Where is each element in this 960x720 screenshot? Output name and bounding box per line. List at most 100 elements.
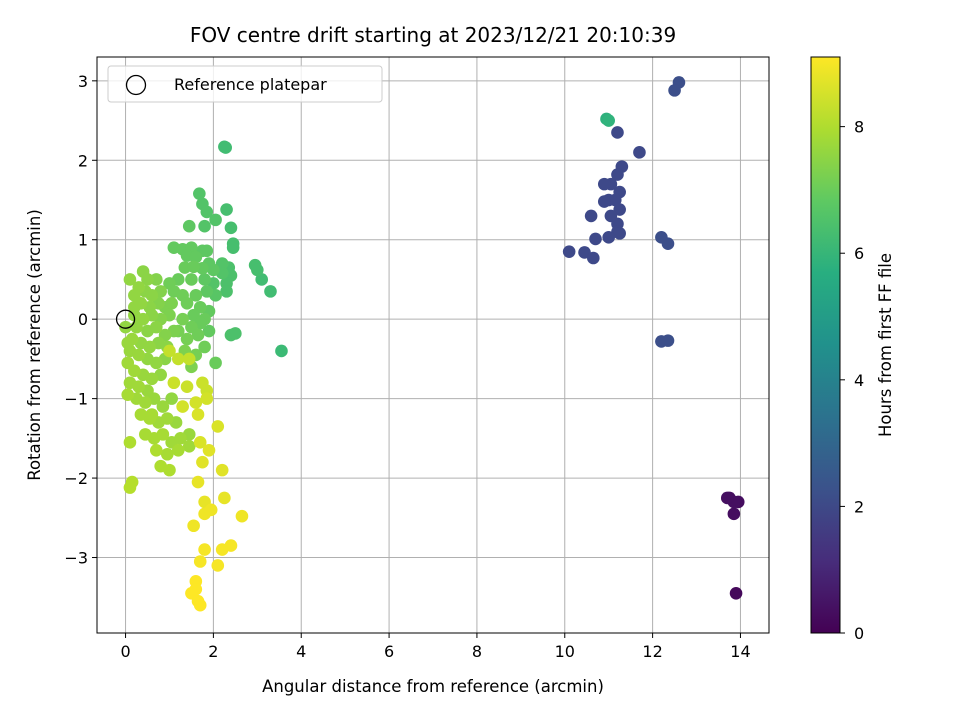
data-point — [139, 396, 152, 409]
y-tick-label: −1 — [64, 390, 88, 409]
data-points — [119, 76, 745, 612]
data-point — [119, 320, 132, 334]
data-point — [597, 177, 611, 191]
data-point — [123, 436, 137, 449]
data-point — [193, 598, 207, 612]
legend-box — [107, 65, 383, 103]
data-point — [209, 356, 222, 370]
x-tick-label: 4 — [296, 642, 306, 661]
data-point — [589, 232, 602, 246]
data-point — [202, 443, 216, 457]
data-point — [587, 251, 600, 265]
data-point — [149, 356, 163, 370]
data-point — [180, 332, 194, 346]
data-point — [264, 285, 277, 298]
data-point — [143, 340, 157, 354]
data-point — [165, 296, 178, 310]
data-point — [655, 231, 668, 244]
legend-entry-reference: Reference platepar — [174, 75, 327, 94]
y-tick-label: 3 — [78, 72, 88, 91]
data-point — [218, 491, 231, 505]
data-point — [193, 436, 207, 449]
data-point — [727, 507, 741, 521]
y-tick-label: 0 — [78, 310, 88, 329]
data-point — [182, 439, 196, 453]
data-point — [180, 296, 194, 310]
data-point — [130, 320, 143, 334]
data-point — [160, 412, 174, 425]
data-point — [255, 273, 269, 286]
colorbar-tick-label: 8 — [854, 118, 864, 137]
colorbar-tick-label: 2 — [854, 497, 864, 516]
x-axis-ticks: 0 2 4 6 8 10 12 14 — [120, 633, 751, 661]
data-point — [224, 221, 238, 235]
data-point — [200, 285, 214, 298]
y-tick-label: −3 — [64, 549, 88, 568]
x-tick-label: 0 — [120, 642, 130, 661]
data-point — [123, 273, 137, 286]
data-point — [193, 187, 206, 200]
data-point — [202, 324, 216, 338]
data-point — [121, 336, 135, 350]
data-point — [156, 428, 170, 441]
data-point — [185, 273, 198, 286]
data-point — [123, 481, 137, 494]
colorbar-ticks: 0 2 4 6 8 — [840, 118, 864, 643]
x-tick-label: 6 — [384, 642, 394, 661]
data-point — [145, 372, 159, 386]
data-point — [187, 519, 200, 533]
x-tick-label: 8 — [472, 642, 482, 661]
data-point — [209, 213, 222, 227]
data-point — [191, 475, 205, 489]
colorbar-label: Hours from first FF file — [876, 253, 895, 437]
data-point — [141, 273, 154, 286]
data-point — [211, 420, 225, 433]
reference-platepar-marker — [115, 309, 136, 329]
data-point — [668, 84, 681, 97]
data-point — [171, 443, 185, 457]
data-point — [219, 141, 232, 154]
data-point — [193, 555, 207, 568]
data-point — [171, 352, 185, 366]
x-tick-label: 12 — [642, 642, 662, 661]
data-point — [602, 114, 615, 127]
data-point — [215, 463, 229, 477]
data-point — [613, 227, 626, 240]
data-point — [167, 376, 181, 390]
data-point — [275, 344, 288, 358]
data-point — [145, 289, 159, 302]
data-point — [200, 244, 214, 258]
data-point — [165, 392, 178, 405]
data-point — [613, 203, 626, 216]
data-point — [198, 340, 211, 354]
data-point — [163, 463, 176, 477]
colorbar: 0 2 4 6 8 Hours from first FF file — [810, 56, 895, 643]
data-point — [611, 126, 624, 139]
data-point — [235, 509, 249, 523]
colorbar-gradient — [810, 56, 841, 634]
data-point — [163, 344, 176, 358]
data-point — [121, 388, 135, 401]
y-tick-label: 1 — [78, 231, 88, 250]
data-point — [149, 443, 163, 457]
data-point — [220, 285, 233, 298]
data-point — [597, 195, 611, 208]
data-point — [602, 231, 615, 244]
data-point — [191, 328, 205, 342]
data-point — [211, 559, 225, 572]
colorbar-tick-label: 4 — [854, 371, 864, 390]
x-axis-label: Angular distance from reference (arcmin) — [262, 677, 604, 696]
data-point — [160, 447, 174, 461]
data-point — [215, 257, 229, 270]
x-tick-label: 10 — [555, 642, 575, 661]
data-point — [174, 432, 187, 445]
y-axis-ticks: −3 −2 −1 0 1 2 3 — [64, 72, 97, 568]
data-point — [149, 273, 163, 286]
colorbar-tick-label: 6 — [854, 244, 864, 263]
reference-marker-group — [115, 309, 136, 329]
colorbar-tick-label: 0 — [854, 624, 864, 643]
legend-marker-icon — [125, 74, 147, 96]
data-point — [661, 334, 675, 347]
